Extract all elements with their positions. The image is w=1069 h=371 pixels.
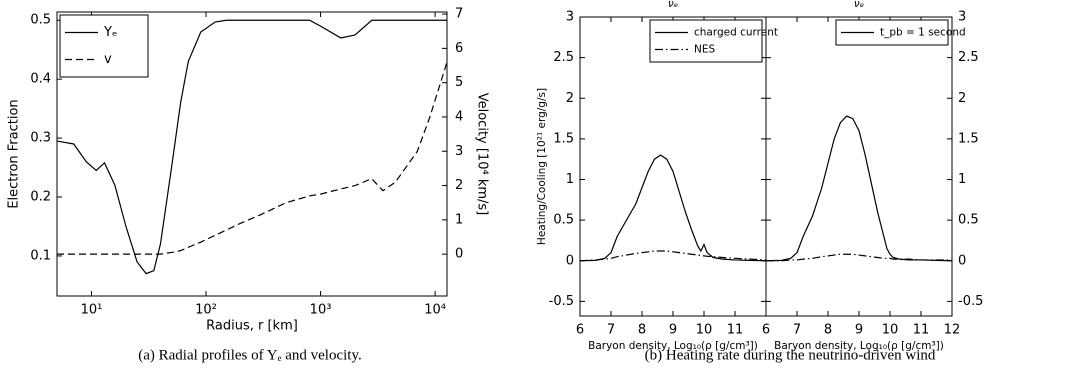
y2-axis-label: Velocity [10⁴ km/s] bbox=[475, 93, 490, 216]
y-tick-label: 0.5 bbox=[553, 213, 574, 228]
y-tick-label: 2 bbox=[958, 91, 966, 106]
y-tick-label: 3 bbox=[566, 10, 574, 25]
x-tick-label: 10 bbox=[696, 323, 713, 338]
y2-tick-label: 5 bbox=[455, 75, 463, 90]
y-tick-label: 2.5 bbox=[958, 50, 979, 65]
x-tick-label: 8 bbox=[824, 323, 832, 338]
y-tick-label: 2.5 bbox=[553, 50, 574, 65]
y-tick-label: 1.5 bbox=[958, 131, 979, 146]
y2-tick-label: 7 bbox=[455, 7, 463, 22]
y-tick-label: 1 bbox=[566, 172, 574, 187]
y-tick-label: -0.5 bbox=[549, 294, 574, 309]
caption: (b) Heating rate during the neutrino-dri… bbox=[645, 347, 936, 363]
y-tick-label: 2 bbox=[566, 91, 574, 106]
y-tick-label: 0 bbox=[958, 253, 966, 268]
y-tick-label: -0.5 bbox=[958, 294, 983, 309]
legend-label: v bbox=[104, 52, 112, 67]
y-tick-label: 0.1 bbox=[30, 248, 51, 263]
y-tick-label: 0 bbox=[566, 253, 574, 268]
x-tick-label: 7 bbox=[607, 323, 615, 338]
y-tick-label: 1 bbox=[958, 172, 966, 187]
y2-tick-label: 6 bbox=[455, 41, 463, 56]
y-tick-label: 1.5 bbox=[553, 131, 574, 146]
y-axis-label: Electron Fraction bbox=[7, 99, 22, 208]
y2-tick-label: 4 bbox=[455, 109, 463, 124]
y2-tick-label: 2 bbox=[455, 178, 463, 193]
x-axis-label: Radius, r [km] bbox=[206, 319, 298, 334]
y2-tick-label: 1 bbox=[455, 212, 463, 227]
x-tick-label: 12 bbox=[944, 323, 961, 338]
x-tick-label: 11 bbox=[913, 323, 930, 338]
y-tick-label: 0.4 bbox=[30, 72, 51, 87]
x-axis-label: Baryon density, Log₁₀(ρ [g/cm³]) bbox=[774, 340, 944, 352]
plot-frame bbox=[765, 16, 953, 317]
x-axis-label: Baryon density, Log₁₀(ρ [g/cm³]) bbox=[588, 340, 758, 352]
y-tick-label: 3 bbox=[958, 10, 966, 25]
chart-title: νₑ bbox=[668, 0, 678, 10]
legend-label: Yₑ bbox=[103, 25, 117, 40]
x-tick-label: 9 bbox=[669, 323, 677, 338]
x-tick-label: 6 bbox=[762, 323, 770, 338]
x-tick-label: 10² bbox=[195, 303, 217, 318]
y-tick-label: 0.3 bbox=[30, 131, 51, 146]
data-line bbox=[579, 250, 767, 262]
data-line bbox=[766, 253, 952, 262]
y-axis-label: Heating/Cooling [10²¹ erg/g/s] bbox=[536, 88, 548, 245]
x-tick-label: 10³ bbox=[310, 303, 332, 318]
data-line bbox=[765, 115, 953, 262]
x-tick-label: 10¹ bbox=[81, 303, 103, 318]
legend-box bbox=[649, 19, 763, 63]
data-line bbox=[57, 61, 448, 255]
x-tick-label: 11 bbox=[727, 323, 744, 338]
legend-label: t_pb = 1 second bbox=[880, 27, 966, 39]
legend-label: charged current bbox=[694, 27, 778, 39]
x-tick-label: 6 bbox=[576, 323, 584, 338]
y-tick-label: 0.2 bbox=[30, 190, 51, 205]
data-line bbox=[56, 19, 447, 275]
caption: (a) Radial profiles of Yₑ and velocity. bbox=[138, 347, 362, 363]
y2-tick-label: 0 bbox=[455, 247, 463, 262]
x-tick-label: 9 bbox=[855, 323, 863, 338]
x-tick-label: 7 bbox=[793, 323, 801, 338]
legend-label: NES bbox=[694, 44, 715, 56]
y2-tick-label: 3 bbox=[455, 144, 463, 159]
plot-frame bbox=[56, 11, 448, 297]
y-tick-label: 0.5 bbox=[958, 213, 979, 228]
legend-box bbox=[59, 14, 149, 78]
data-line bbox=[579, 154, 767, 262]
x-tick-label: 10⁴ bbox=[424, 303, 446, 318]
x-tick-label: 8 bbox=[638, 323, 646, 338]
y-tick-label: 0.5 bbox=[30, 13, 51, 28]
chart-title: νₑ bbox=[854, 0, 864, 10]
x-tick-label: 10 bbox=[882, 323, 899, 338]
